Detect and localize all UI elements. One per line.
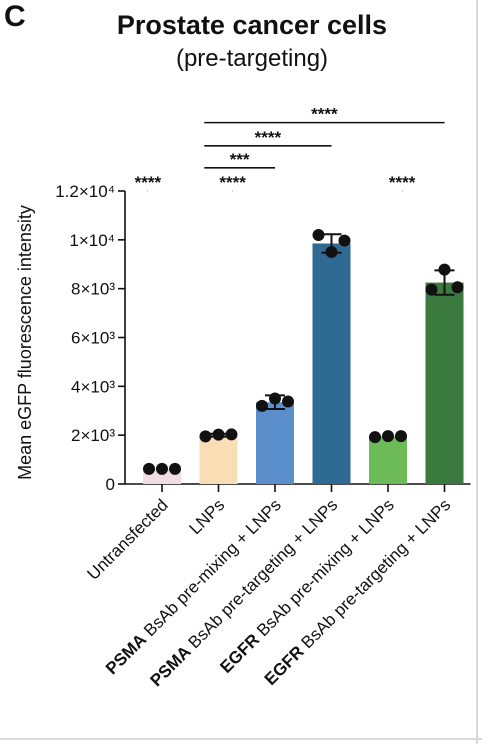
- y-tick-label: 6×10³: [71, 329, 115, 348]
- y-axis-label: Mean eGFP fluorescence intensity: [15, 205, 35, 480]
- data-point: [212, 428, 225, 441]
- data-point: [143, 462, 155, 475]
- data-point: [395, 430, 407, 443]
- y-tick-label: 0: [106, 475, 115, 494]
- y-tick-label: 2×10³: [71, 426, 115, 445]
- significance-label: ***: [230, 150, 250, 169]
- panel-label: C: [4, 0, 26, 33]
- significance-label: ****: [255, 128, 282, 147]
- data-point: [425, 283, 438, 296]
- y-tick-label: 1×10⁴: [69, 231, 115, 250]
- frame-border-right: [476, 0, 478, 744]
- data-point: [282, 395, 294, 408]
- data-point: [382, 430, 394, 443]
- data-point: [269, 392, 281, 405]
- significance-label: ****: [311, 105, 338, 124]
- significance-label: ****: [135, 173, 162, 192]
- data-point: [451, 281, 464, 294]
- frame-border-bottom: [0, 738, 482, 740]
- x-category-label-text: Untransfected: [84, 495, 172, 583]
- data-point: [156, 462, 168, 475]
- chart-title: Prostate cancer cells: [116, 10, 388, 40]
- bar: [199, 435, 238, 484]
- bar: [369, 436, 407, 484]
- y-tick-label: 8×10³: [71, 280, 115, 299]
- data-point: [338, 234, 351, 247]
- data-point: [199, 430, 212, 443]
- x-category-label: Untransfected: [84, 495, 172, 583]
- x-category-label-text: LNPs: [185, 495, 228, 538]
- chart-subtitle: (pre-targeting): [175, 45, 329, 72]
- data-point: [312, 228, 325, 241]
- data-point: [225, 428, 238, 441]
- data-point: [438, 263, 451, 276]
- y-tick-label: 4×10³: [71, 377, 115, 396]
- y-tick-label: 1.2×10⁴: [55, 182, 115, 201]
- data-point: [169, 462, 181, 475]
- bar: [425, 282, 464, 484]
- significance-label: ****: [389, 173, 416, 192]
- data-point: [369, 431, 381, 444]
- data-point: [325, 246, 338, 259]
- data-point: [256, 399, 268, 412]
- significance-label: ****: [219, 173, 246, 192]
- bar: [256, 402, 294, 484]
- bar: [312, 243, 351, 484]
- x-category-label: LNPs: [185, 495, 228, 538]
